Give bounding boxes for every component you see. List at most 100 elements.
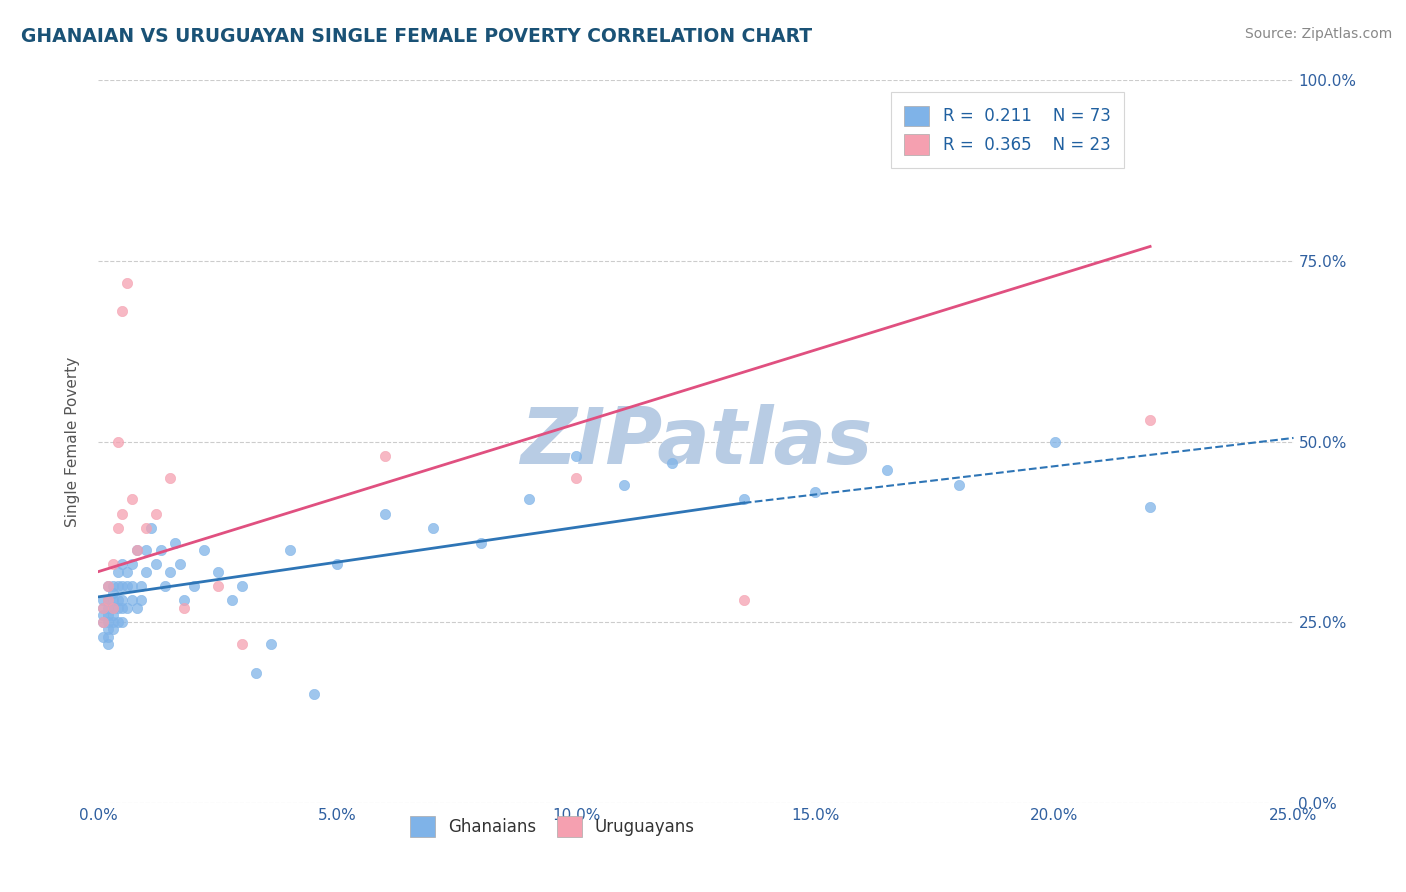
Point (121, 558, 143, 572)
Point (121, 593, 143, 607)
Text: ZIPatlas: ZIPatlas (520, 403, 872, 480)
Point (155, 579, 177, 593)
Point (107, 593, 129, 607)
Point (115, 600, 138, 615)
Point (470, 535, 492, 549)
Point (97, 600, 120, 615)
Text: Source: ZipAtlas.com: Source: ZipAtlas.com (1244, 27, 1392, 41)
Point (948, 478, 970, 492)
Point (91, 615, 114, 630)
Point (101, 579, 124, 593)
Point (115, 276, 138, 290)
Point (278, 542, 301, 557)
Point (91, 600, 114, 615)
Point (131, 579, 153, 593)
Point (111, 579, 134, 593)
Point (565, 449, 588, 463)
Point (169, 558, 191, 572)
Point (245, 665, 267, 680)
Point (1043, 434, 1066, 449)
Point (517, 492, 540, 507)
Point (1139, 500, 1161, 514)
Point (101, 607, 124, 622)
Point (163, 535, 186, 549)
Point (207, 565, 229, 579)
Legend: Ghanaians, Uruguayans: Ghanaians, Uruguayans (402, 808, 703, 845)
Point (91, 593, 114, 607)
Point (111, 593, 134, 607)
Point (207, 579, 229, 593)
Point (115, 579, 138, 593)
Point (135, 521, 157, 535)
Point (91, 615, 114, 630)
Point (121, 579, 143, 593)
Point (231, 637, 253, 651)
Point (101, 600, 124, 615)
Point (101, 593, 124, 607)
Text: GHANAIAN VS URUGUAYAN SINGLE FEMALE POVERTY CORRELATION CHART: GHANAIAN VS URUGUAYAN SINGLE FEMALE POVE… (21, 27, 813, 45)
Point (97, 593, 120, 607)
Point (259, 637, 281, 651)
Point (145, 507, 167, 521)
Point (173, 593, 195, 607)
Point (97, 623, 120, 637)
Point (125, 542, 148, 557)
Point (139, 521, 162, 535)
Point (111, 507, 134, 521)
Point (221, 593, 243, 607)
Point (193, 542, 215, 557)
Point (613, 478, 636, 492)
Point (91, 607, 114, 622)
Point (107, 565, 129, 579)
Point (159, 565, 181, 579)
Point (661, 456, 683, 470)
Point (97, 593, 120, 607)
Point (111, 600, 134, 615)
Point (733, 492, 755, 507)
Point (131, 593, 153, 607)
Point (91, 630, 114, 644)
Point (125, 542, 148, 557)
Point (804, 485, 827, 500)
Point (101, 558, 124, 572)
Point (101, 615, 124, 630)
Point (145, 558, 167, 572)
Point (115, 565, 138, 579)
Point (135, 542, 157, 557)
Point (159, 470, 181, 484)
Point (107, 579, 129, 593)
Point (111, 304, 134, 318)
Point (107, 600, 129, 615)
Point (101, 623, 124, 637)
Point (101, 600, 124, 615)
Point (565, 470, 588, 484)
Point (733, 593, 755, 607)
Point (97, 579, 120, 593)
Point (97, 637, 120, 651)
Point (97, 579, 120, 593)
Point (97, 615, 120, 630)
Point (97, 630, 120, 644)
Point (111, 615, 134, 630)
Point (231, 579, 253, 593)
Point (125, 600, 148, 615)
Point (302, 687, 325, 701)
Point (111, 558, 134, 572)
Point (91, 600, 114, 615)
Point (107, 521, 129, 535)
Point (183, 579, 205, 593)
Point (121, 492, 143, 507)
Point (135, 565, 157, 579)
Point (422, 521, 444, 535)
Point (374, 449, 396, 463)
Point (374, 507, 396, 521)
Point (149, 542, 172, 557)
Point (876, 463, 898, 477)
Point (97, 607, 120, 622)
Point (326, 558, 349, 572)
Point (107, 434, 129, 449)
Point (1139, 413, 1161, 427)
Point (107, 615, 129, 630)
Y-axis label: Single Female Poverty: Single Female Poverty (65, 357, 80, 526)
Point (173, 600, 195, 615)
